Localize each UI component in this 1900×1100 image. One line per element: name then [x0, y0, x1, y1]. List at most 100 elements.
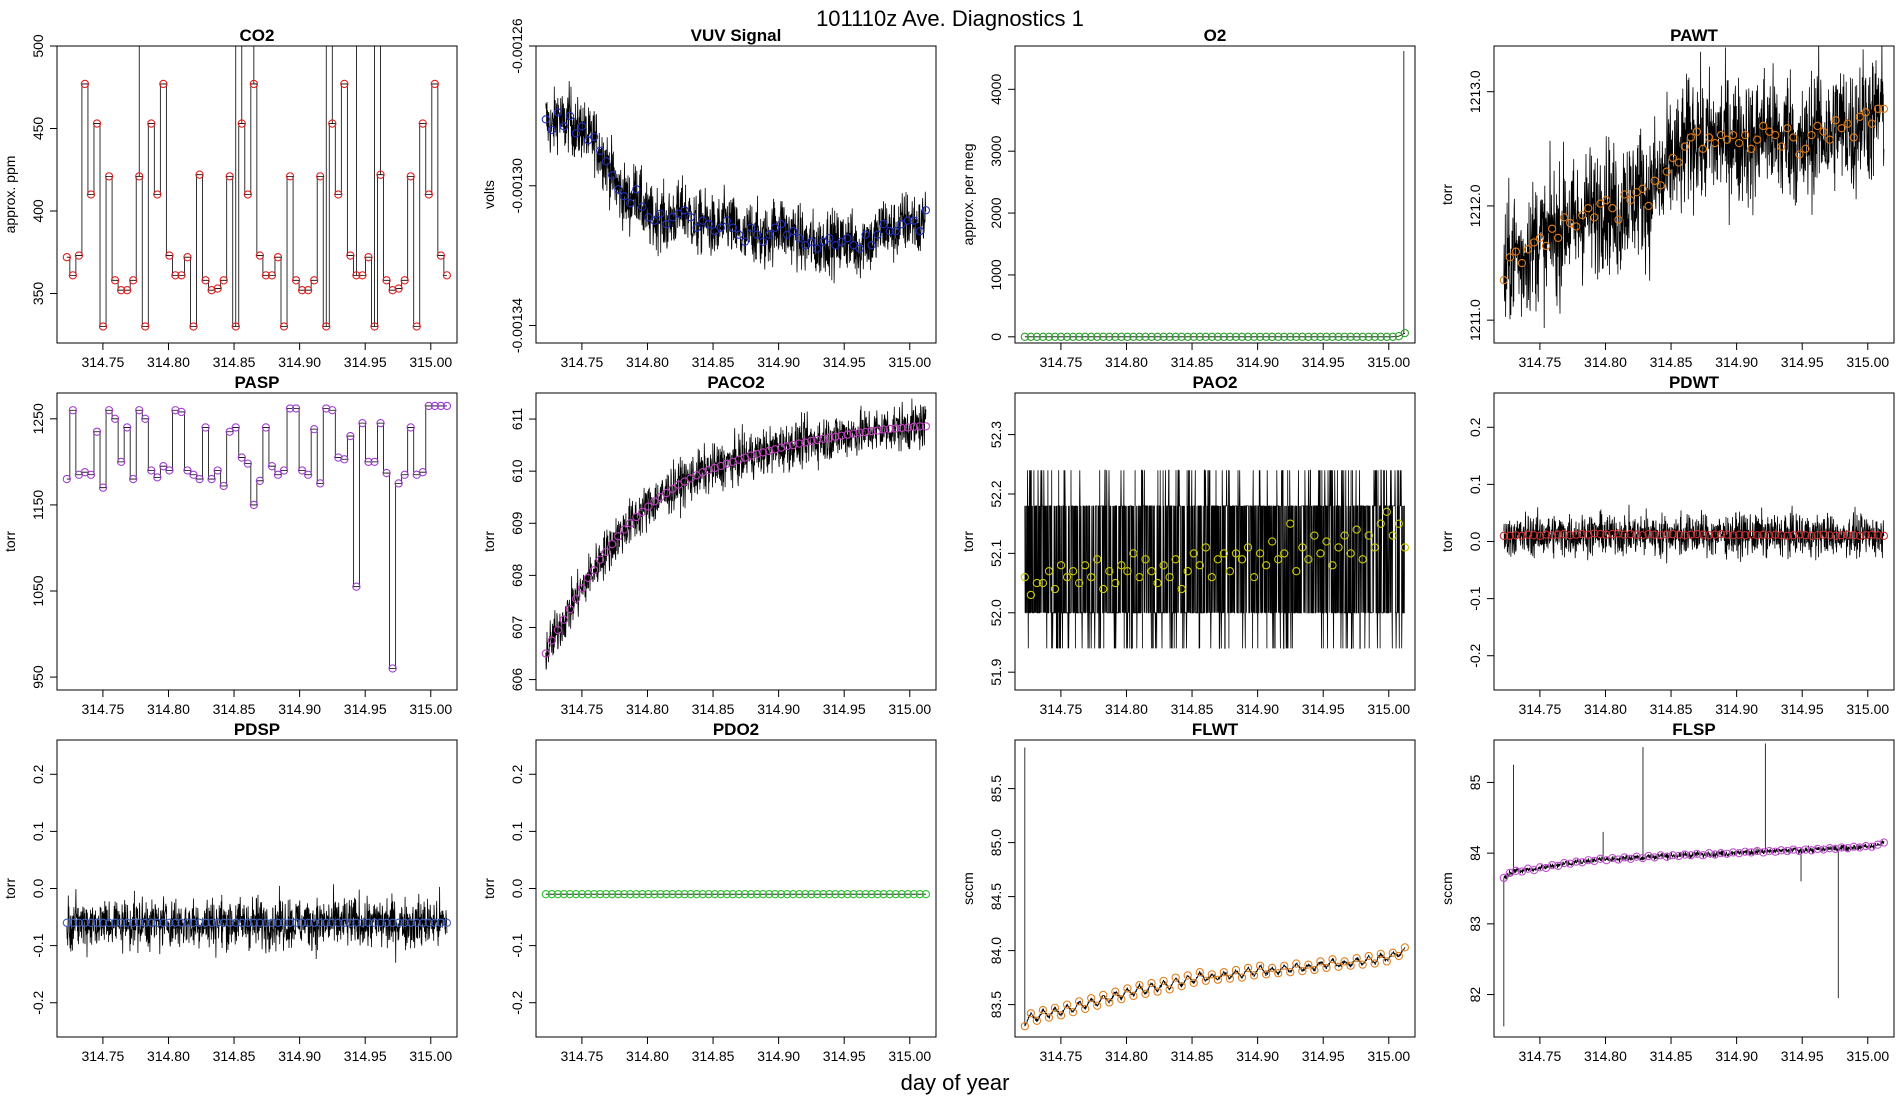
mean-point [825, 234, 834, 243]
mean-point [1517, 258, 1527, 268]
mean-point [1668, 529, 1677, 539]
mean-point [129, 918, 138, 927]
mean-point [1117, 561, 1126, 570]
mean-point [1547, 861, 1557, 870]
mean-point [1578, 529, 1587, 539]
mean-point [1614, 215, 1623, 224]
mean-point [1243, 332, 1253, 341]
mean-point [1370, 959, 1379, 968]
mean-point [752, 230, 762, 239]
mean-point [1535, 863, 1545, 872]
mean-point [1171, 555, 1180, 564]
mean-point [1068, 1008, 1078, 1017]
mean-point [1237, 555, 1247, 564]
y-tick-label: 84.5 [988, 883, 1004, 910]
mean-point [1370, 332, 1379, 341]
mean-point [334, 190, 343, 199]
mean-point [1740, 130, 1750, 140]
mean-point [1207, 572, 1217, 582]
mean-point [153, 190, 162, 199]
mean-point [1541, 241, 1551, 251]
mean-point [782, 890, 792, 899]
mean-point [1801, 531, 1810, 540]
mean-point [1523, 245, 1533, 254]
y-tick-label: 450 [30, 117, 46, 141]
x-tick-label: 314.90 [1236, 1048, 1279, 1064]
mean-point [1207, 332, 1217, 341]
mean-point [1376, 519, 1385, 528]
mean-point [819, 237, 828, 246]
mean-point [553, 890, 563, 899]
mean-point [1298, 543, 1307, 552]
mean-point [1394, 951, 1404, 961]
mean-point [1566, 218, 1575, 228]
raw-trace [1503, 743, 1885, 1027]
mean-point [795, 890, 804, 899]
mean-point [1825, 135, 1834, 144]
mean-point [147, 466, 156, 475]
x-tick-label: 314.80 [147, 1048, 190, 1064]
mean-point [1867, 530, 1876, 539]
mean-point [1747, 144, 1756, 153]
mean-point [632, 890, 641, 899]
mean-point [1692, 849, 1702, 858]
mean-point [1093, 1001, 1102, 1010]
mean-point [861, 427, 870, 437]
panel-title: PAO2 [1192, 373, 1237, 392]
mean-point [310, 425, 319, 434]
mean-point [110, 276, 120, 285]
y-axis-label: approx. ppm [2, 156, 18, 234]
mean-point [1602, 530, 1611, 539]
mean-point [1596, 854, 1605, 863]
mean-point [1674, 530, 1683, 539]
y-tick-label: 1211.0 [1467, 299, 1483, 341]
y-tick-label: -0.2 [509, 990, 525, 1014]
mean-point [322, 322, 331, 331]
mean-point [225, 918, 234, 927]
mean-point [867, 241, 876, 250]
mean-point [559, 122, 569, 131]
mean-point [1268, 963, 1277, 973]
mean-point [424, 918, 433, 927]
mean-point [614, 890, 623, 899]
mean-point [1261, 970, 1271, 979]
mean-point [1553, 233, 1563, 243]
mean-point [310, 918, 319, 927]
y-tick-label: 400 [30, 199, 46, 223]
mean-point [183, 466, 192, 475]
mean-point [758, 448, 768, 457]
mean-point [1032, 1016, 1042, 1025]
mean-point [1364, 332, 1373, 341]
mean-point [231, 918, 240, 927]
plot-area [1499, 743, 1889, 1027]
y-tick-label: 950 [30, 665, 46, 689]
panel-flsp: FLSP sccm 314.75 314.80 314.85 314.90 314.95 31… [1439, 720, 1895, 1064]
mean-point [1656, 531, 1665, 540]
mean-point [1529, 531, 1539, 540]
y-tick-label: 1213.0 [1467, 70, 1483, 113]
mean-point [1304, 555, 1313, 564]
mean-point [1020, 572, 1029, 582]
x-tick-label: 315.00 [1846, 1048, 1889, 1064]
mean-point [388, 664, 397, 673]
mean-point [394, 479, 403, 488]
mean-point [86, 470, 96, 479]
mean-point [1879, 838, 1889, 847]
mean-point [1376, 332, 1385, 341]
mean-point [547, 125, 557, 135]
mean-point [1849, 531, 1858, 540]
panel-pawt: PAWT torr 314.75 314.80 314.85 314.90 314.95 31… [1439, 26, 1895, 370]
plot-area [541, 81, 931, 284]
mean-point [1620, 190, 1629, 199]
mean-point [1249, 572, 1259, 582]
mean-point [352, 918, 361, 927]
mean-point [873, 890, 882, 899]
x-tick-label: 314.90 [1236, 354, 1279, 370]
mean-point [541, 115, 550, 124]
y-tick-label: -0.00134 [509, 298, 525, 353]
plot-frame [1493, 739, 1895, 1038]
mean-point [1352, 332, 1361, 341]
mean-point [1855, 843, 1864, 852]
mean-point [1038, 1005, 1048, 1015]
mean-point [565, 111, 575, 121]
